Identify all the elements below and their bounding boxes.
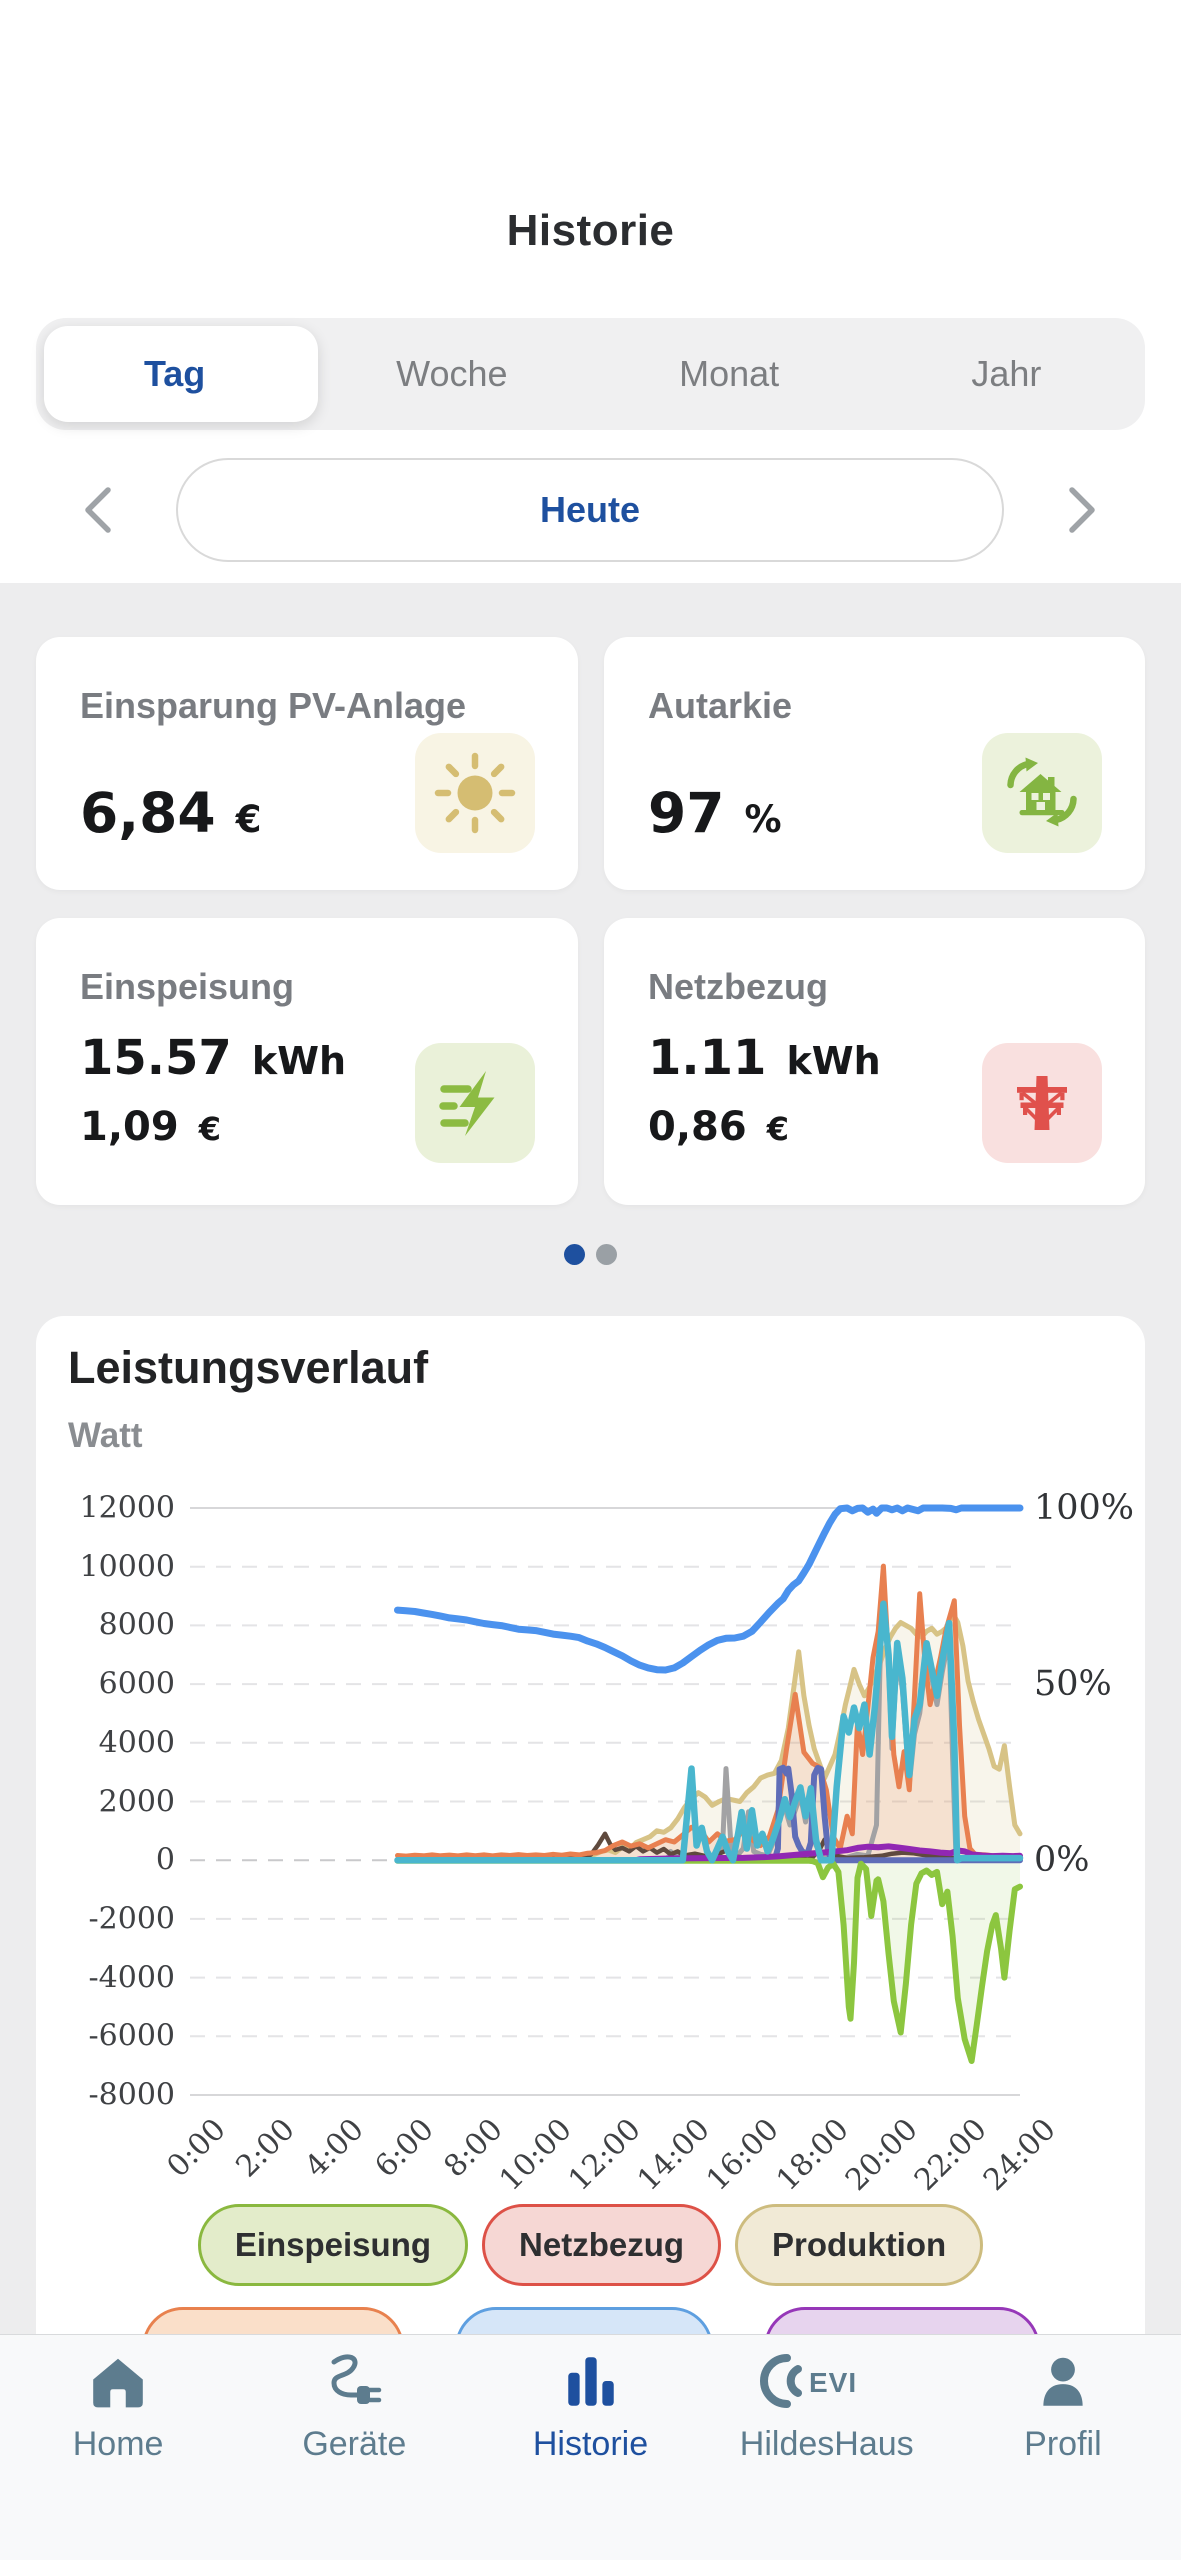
series-fill-Produktion: [397, 1613, 1020, 1861]
right-axis-label: 0%: [1034, 1840, 1090, 1881]
nav-item-ger-te[interactable]: Geräte: [236, 2335, 472, 2560]
y-tick-label: -6000: [88, 2018, 175, 2054]
y-tick-label: -4000: [88, 1960, 175, 1996]
legend-pill-produktion[interactable]: Produktion: [735, 2204, 984, 2286]
stat-card-value: 15.57 kWh: [80, 1030, 347, 1086]
sun-icon: [415, 733, 535, 853]
chart-title: Leistungsverlauf: [68, 1342, 429, 1393]
nav-item-label: HildesHaus: [739, 2425, 914, 2463]
legend-pill-netzbezug[interactable]: Netzbezug: [482, 2204, 722, 2286]
evi-logo-icon: EVI: [709, 2349, 945, 2413]
plug-icon: [236, 2349, 472, 2413]
y-tick-label: -2000: [88, 1901, 175, 1937]
nav-item-label: Geräte: [302, 2425, 407, 2463]
stat-card-label: Autarkie: [648, 685, 793, 726]
right-axis-label: 50%: [1034, 1664, 1112, 1705]
stat-card-secondary-value: 1,09 €: [80, 1104, 221, 1150]
chart-y-axis-unit: Watt: [68, 1416, 143, 1455]
nav-item-hildeshaus[interactable]: EVI HildesHaus: [709, 2335, 945, 2560]
stat-card-einspeisung: Einspeisung 15.57 kWh 1,09 €: [36, 918, 578, 1205]
stat-card-secondary-value: 0,86 €: [648, 1104, 789, 1150]
stat-card-value: 97%: [648, 781, 782, 845]
series-line-Hausverbrauch: [395, 1563, 1023, 1859]
power-history-chart: [190, 1504, 1024, 2096]
series-line-Batterieladung: [394, 1600, 1024, 1864]
right-axis-label: 100%: [1034, 1488, 1135, 1528]
pagination-dot-active[interactable]: [564, 1244, 585, 1265]
y-tick-label: 2000: [98, 1784, 175, 1819]
house-sync-icon: [982, 733, 1102, 853]
bottom-navigation: Home Geräte Historie EVI HildesHaus Prof…: [0, 2334, 1181, 2560]
tab-monat[interactable]: Monat: [679, 353, 780, 394]
nav-item-label: Home: [72, 2425, 164, 2463]
y-tick-label: 10000: [79, 1549, 175, 1585]
page-title: Historie: [506, 206, 675, 255]
series-fill-Einspeisung: [397, 1860, 1020, 2061]
y-tick-label: 0: [155, 1842, 175, 1878]
tab-woche[interactable]: Woche: [396, 353, 508, 394]
pagination-dots: [0, 1244, 1181, 1265]
y-tick-label: -8000: [88, 2077, 175, 2113]
series-line-violett: [394, 1843, 1023, 1864]
stat-card-value: 1.11 kWh: [648, 1030, 881, 1086]
nav-item-historie[interactable]: Historie: [472, 2335, 708, 2560]
home-icon: [0, 2349, 236, 2413]
svg-text:EVI: EVI: [809, 2367, 857, 2398]
stat-card-label: Einsparung PV-Anlage: [80, 685, 467, 726]
legend-pill-einspeisung[interactable]: Einspeisung: [197, 2204, 469, 2286]
stat-card-netzbezug: Netzbezug 1.11 kWh 0,86 €: [604, 918, 1145, 1205]
y-tick-label: 8000: [98, 1607, 175, 1643]
stat-card-einsparung-pv-anlage: Einsparung PV-Anlage 6,84 €: [36, 637, 578, 890]
pagination-dot[interactable]: [596, 1244, 617, 1265]
y-tick-label: 12000: [79, 1490, 175, 1526]
date-selector-button[interactable]: Heute: [176, 458, 1004, 562]
bar-chart-icon: [472, 2349, 708, 2413]
y-tick-label: 4000: [98, 1725, 175, 1761]
series-line-Einspeisung: [394, 1857, 1023, 2064]
period-segmented-control: Tag Woche Monat Jahr: [36, 318, 1145, 430]
nav-item-label: Profil: [1024, 2425, 1102, 2463]
date-navigation: Heute: [0, 458, 1181, 562]
flash-icon: [415, 1043, 535, 1163]
stat-card-value: 6,84 €: [80, 781, 262, 845]
person-icon: [945, 2349, 1181, 2413]
stat-card-label: Netzbezug: [648, 966, 828, 1007]
nav-item-home[interactable]: Home: [0, 2335, 236, 2560]
chart-legend-row-1: Einspeisung Netzbezug Produktion: [36, 2204, 1145, 2286]
tab-jahr[interactable]: Jahr: [971, 353, 1042, 394]
segmented-active-pill: [44, 326, 318, 422]
nav-item-profil[interactable]: Profil: [945, 2335, 1181, 2560]
tab-tag[interactable]: Tag: [143, 353, 206, 394]
stat-card-label: Einspeisung: [80, 966, 295, 1007]
nav-item-label: Historie: [532, 2425, 649, 2463]
series-fill-Hausverbrauch: [397, 1566, 1020, 1861]
chevron-right-icon[interactable]: [1052, 482, 1108, 538]
chevron-left-icon[interactable]: [72, 482, 128, 538]
series-line-indigo: [394, 1764, 1023, 1864]
stat-card-autarkie: Autarkie 97%: [604, 637, 1145, 890]
power-pole-icon: [982, 1043, 1102, 1163]
y-tick-label: 6000: [98, 1666, 175, 1702]
series-line-Batterie SOC: [394, 1504, 1024, 1674]
